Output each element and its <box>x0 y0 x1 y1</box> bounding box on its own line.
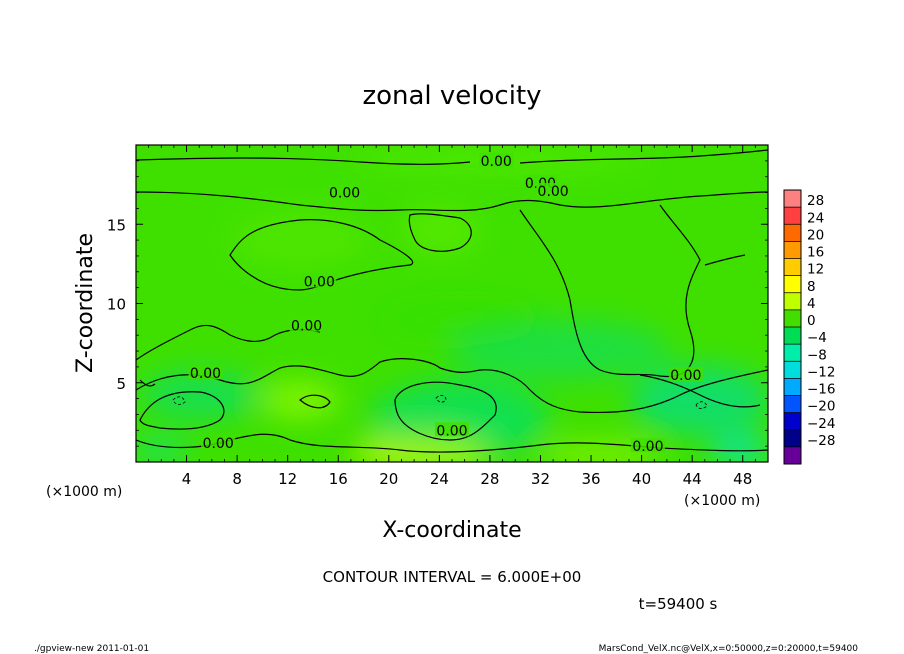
x-tick-label-7: 32 <box>531 470 550 488</box>
colorbar-label-11: −16 <box>807 382 836 398</box>
x-tick-label-10: 44 <box>683 470 702 488</box>
colorbar-label-10: −12 <box>807 364 836 380</box>
contour-interval-label: CONTOUR INTERVAL = 6.000E+00 <box>323 568 582 586</box>
x-tick-label-6: 28 <box>480 470 499 488</box>
x-tick-label-8: 36 <box>581 470 600 488</box>
colorbar-label-13: −24 <box>807 416 836 432</box>
footer-left: ./gpview-new 2011-01-01 <box>34 644 149 654</box>
x-tick-label-1: 8 <box>232 470 242 488</box>
colorbar-swatch-13 <box>784 412 801 431</box>
colorbar-label-0: 28 <box>807 193 824 209</box>
contour-label-8: 0.00 <box>203 436 234 452</box>
y-unit-label: (×1000 m) <box>46 484 122 500</box>
colorbar-label-7: 0 <box>807 313 816 329</box>
contour-label-bg-4 <box>302 273 337 288</box>
contour-label-bg-7 <box>435 422 469 437</box>
x-tick-label-9: 40 <box>632 470 651 488</box>
contour-label-7: 0.00 <box>436 423 467 439</box>
colorbar-swatch-14 <box>784 429 801 448</box>
colorbar-swatch-0 <box>784 190 801 208</box>
plot-area: 0.00 0.00 0.00 0.00 0.00 0.00 0.00 0.00 0.00 0.00… <box>136 145 768 462</box>
contour-label-bg-1 <box>327 184 362 199</box>
x-tick-label-2: 12 <box>278 470 297 488</box>
time-label: t=59400 s <box>639 595 718 613</box>
contour-label-bg-6 <box>188 365 223 380</box>
footer-right: MarsCond_VelX.nc@VelX,x=0:50000,z=0:2000… <box>599 644 859 654</box>
colorbar-label-8: −4 <box>807 330 827 346</box>
chart-title: zonal velocity <box>362 81 541 111</box>
x-unit-label: (×1000 m) <box>684 493 760 509</box>
colorbar-swatch-9 <box>784 344 801 362</box>
contour-label-4: 0.00 <box>304 274 335 290</box>
x-tick-label-0: 4 <box>182 470 192 488</box>
x-tick-label-11: 48 <box>733 470 752 488</box>
contour-label-bg-8 <box>201 434 236 449</box>
contour-label-bg-0 <box>479 152 514 167</box>
contour-label-bg-10 <box>668 366 703 381</box>
x-tick-label-3: 16 <box>329 470 348 488</box>
contour-label-bg-3 <box>536 182 571 197</box>
contour-label-9: 0.00 <box>632 439 663 455</box>
colorbar-label-2: 20 <box>807 227 824 243</box>
contour-label-bg-9 <box>630 438 665 453</box>
colorbar-swatch-7 <box>784 309 801 328</box>
contour-label-3: 0.00 <box>538 184 569 200</box>
colorbar-swatch-10 <box>784 361 801 379</box>
contour-label-6: 0.00 <box>190 366 221 382</box>
negative-contours <box>172 395 708 409</box>
contour-label-1: 0.00 <box>329 186 360 202</box>
y-axis-title: Z-coordinate <box>73 233 98 373</box>
contour-label-5: 0.00 <box>291 319 322 335</box>
x-axis: 4 8 12 16 20 24 28 32 36 40 44 48 <box>148 145 756 488</box>
y-tick-label-2: 15 <box>107 216 126 234</box>
colorbar-swatch-2 <box>784 224 801 242</box>
colorbar-swatch-8 <box>784 327 801 345</box>
colorbar-label-12: −20 <box>807 399 836 415</box>
colorbar-label-14: −28 <box>807 433 836 449</box>
colorbar-swatch-15 <box>784 446 801 465</box>
colorbar-swatch-5 <box>784 275 801 294</box>
colorbar-swatch-12 <box>784 395 801 414</box>
contour-label-bg-5 <box>289 317 324 332</box>
y-tick-label-1: 10 <box>107 296 126 314</box>
colorbar-label-3: 16 <box>807 245 824 261</box>
colorbar-swatch-4 <box>784 258 801 277</box>
colorbar-label-6: 4 <box>807 296 816 312</box>
colorbar-swatch-11 <box>784 378 801 396</box>
colorbar-swatch-3 <box>784 241 801 259</box>
x-tick-label-5: 24 <box>430 470 449 488</box>
colorbar-swatch-1 <box>784 207 801 225</box>
contour-label-0: 0.00 <box>481 154 512 170</box>
colorbar-label-9: −8 <box>807 347 827 363</box>
x-tick-label-4: 20 <box>379 470 398 488</box>
x-axis-title: X-coordinate <box>382 518 521 543</box>
colorbar-label-4: 12 <box>807 262 824 278</box>
y-tick-label-0: 5 <box>116 375 126 393</box>
colorbar-swatch-6 <box>784 292 801 311</box>
y-axis: 5 10 15 <box>107 160 768 447</box>
contour-label-10: 0.00 <box>670 368 701 384</box>
colorbar-label-1: 24 <box>807 210 824 226</box>
contour-label-layer: 0.00 0.00 0.00 0.00 0.00 0.00 0.00 0.00 0.00 0.00… <box>188 152 703 455</box>
colorbar-label-5: 8 <box>807 279 816 295</box>
